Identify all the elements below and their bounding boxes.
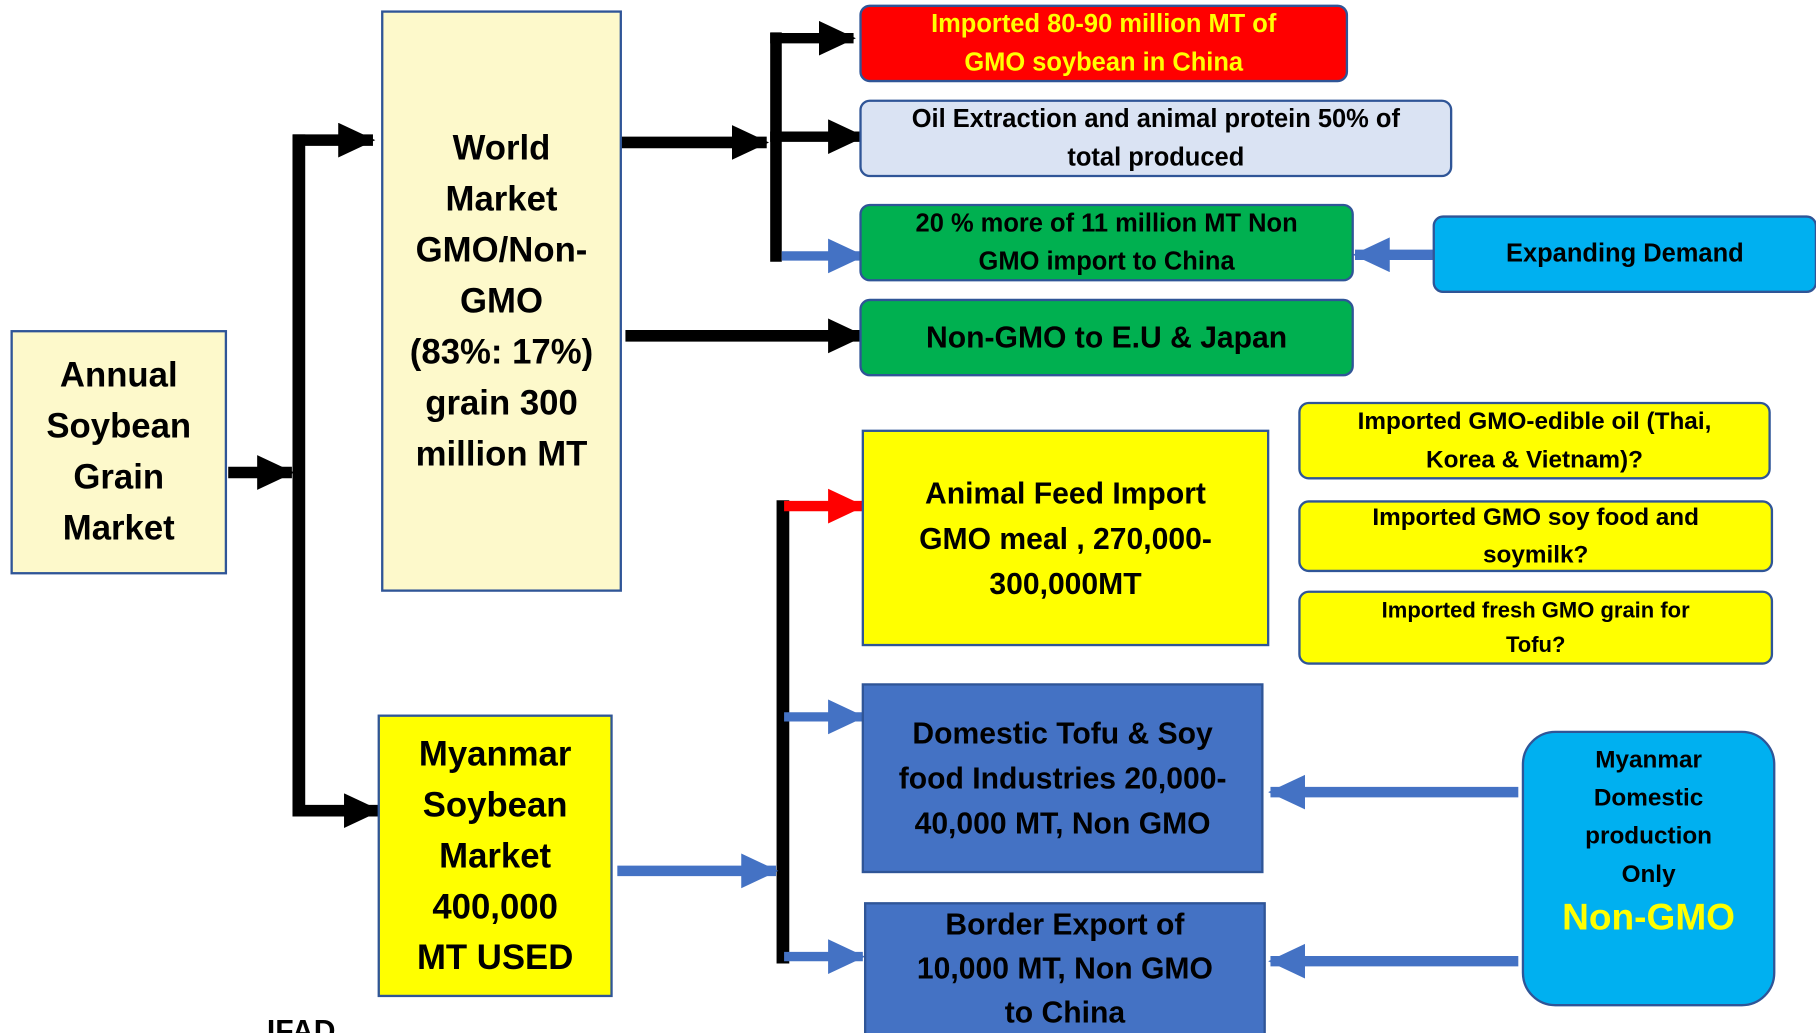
- node-label: Korea & Vietnam)?: [1426, 446, 1643, 473]
- node: Imported GMO soy food and soymilk?: [1298, 500, 1774, 573]
- node-label: Imported 80-90 million MT of: [931, 10, 1277, 38]
- node-box: [859, 99, 1453, 178]
- node: World Market GMO/Non- GMO (83%: 17%) grain 30…: [381, 10, 622, 592]
- node-label: Myanmar: [419, 735, 572, 773]
- node: Annual Soybean Grain Market: [10, 330, 228, 575]
- node: Imported fresh GMO grain for Tofu?: [1298, 590, 1774, 665]
- node-box: [1521, 730, 1776, 1007]
- node-label: Market: [63, 510, 175, 548]
- node-label: MT USED: [417, 939, 573, 977]
- node-label: 400,000: [432, 888, 558, 926]
- node-label: Expanding Demand: [1506, 240, 1744, 268]
- node-label: Market: [446, 181, 558, 219]
- node-box: [1298, 500, 1774, 573]
- node: Domestic Tofu & Soy food Industries 20,00…: [861, 683, 1264, 874]
- node-label: 20 % more of 11 million MT Non: [916, 209, 1298, 237]
- node-label: food Industries 20,000-: [899, 762, 1227, 795]
- node-label: Soybean: [46, 408, 191, 446]
- node-label: Market: [439, 837, 551, 875]
- node-label: GMO soybean in China: [964, 48, 1244, 76]
- node-label: 10,000 MT, Non GMO: [917, 952, 1213, 985]
- node-label: 40,000 MT, Non GMO: [915, 808, 1211, 841]
- node-label: total produced: [1067, 143, 1244, 171]
- node-label: GMO meal , 270,000-: [919, 523, 1212, 556]
- node-box: [859, 298, 1354, 377]
- node-label: GMO import to China: [979, 248, 1236, 276]
- node-label: Non-GMO to E.U & Japan: [926, 321, 1287, 354]
- node: Imported GMO-edible oil (Thai, Korea & Vi…: [1298, 401, 1771, 480]
- node-box: [859, 4, 1349, 83]
- node-label: Domestic Tofu & Soy: [912, 717, 1213, 750]
- node-label: to China: [1005, 996, 1126, 1029]
- node-box: [377, 714, 613, 998]
- connectors: [228, 20, 1519, 979]
- node: Expanding Demand: [1432, 215, 1816, 293]
- node-label: Domestic: [1594, 784, 1703, 811]
- node: Myanmar Soybean Market 400,000 MT USED: [377, 714, 613, 998]
- node-label: Annual: [60, 357, 178, 395]
- node-label: GMO/Non-: [416, 232, 588, 270]
- node-label: Myanmar: [1595, 746, 1702, 773]
- node-label: World: [453, 130, 551, 168]
- node-label: Tofu?: [1506, 632, 1565, 657]
- node-box: [1298, 401, 1771, 480]
- node-box: [859, 203, 1354, 282]
- node-label: GMO: [460, 283, 543, 321]
- node-label: (83%: 17%): [410, 334, 593, 372]
- node-box: [863, 902, 1266, 1033]
- node: Myanmar Domestic production Only Non-GMO: [1521, 730, 1776, 1007]
- logo-text: IFAD: [267, 1015, 336, 1033]
- node-label: Soybean: [423, 786, 568, 824]
- node: Border Export of 10,000 MT, Non GMO to Chi…: [863, 902, 1266, 1033]
- node: Animal Feed Import GMO meal , 270,000- 300…: [861, 429, 1270, 647]
- node-label: Grain: [73, 459, 164, 497]
- node-label: Imported fresh GMO grain for: [1382, 597, 1690, 622]
- node-box: [861, 683, 1264, 874]
- node: Imported 80-90 million MT of GMO soybean …: [859, 4, 1349, 83]
- node-label: million MT: [416, 435, 588, 473]
- node-box: [861, 429, 1270, 647]
- node-label: grain 300: [425, 384, 578, 422]
- node-label: Imported GMO-edible oil (Thai,: [1358, 408, 1712, 435]
- node-label: Imported GMO soy food and: [1372, 504, 1699, 531]
- node-label: 300,000MT: [989, 568, 1142, 601]
- node-box: [10, 330, 228, 575]
- node: Oil Extraction and animal protein 50% of…: [859, 99, 1453, 178]
- node-label: Border Export of: [945, 908, 1185, 941]
- node-box: [381, 10, 622, 592]
- node: 20 % more of 11 million MT Non GMO import…: [859, 203, 1354, 282]
- node-label: Only: [1622, 861, 1676, 888]
- node-label: production: [1585, 823, 1712, 850]
- node-label: Animal Feed Import: [925, 478, 1206, 511]
- node-label: soymilk?: [1483, 541, 1588, 568]
- node-box: [1298, 590, 1774, 665]
- node-label: Non-GMO: [1562, 895, 1735, 937]
- node: Non-GMO to E.U & Japan: [859, 298, 1354, 377]
- node-label: Oil Extraction and animal protein 50% of: [912, 105, 1401, 133]
